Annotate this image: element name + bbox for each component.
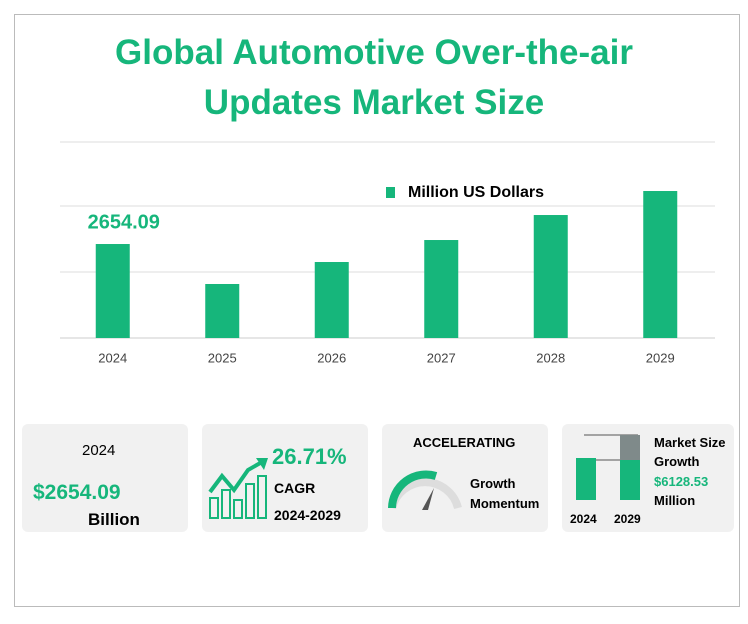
legend-label: Million US Dollars (408, 184, 544, 201)
growth-value: $6128.53 (654, 474, 709, 489)
bar (424, 240, 459, 338)
card-year: 2024 (82, 442, 116, 459)
status: ACCELERATING (413, 435, 516, 450)
mini-year: 2029 (614, 512, 641, 526)
mini-chart (576, 434, 640, 500)
x-tick-label: 2028 (536, 350, 565, 365)
cagr-label: CAGR (274, 480, 316, 496)
growth-unit: Million (654, 493, 696, 508)
legend-marker (386, 187, 395, 198)
bar (533, 215, 568, 338)
momentum-line: Momentum (470, 496, 540, 511)
growth-title: Growth (654, 454, 700, 469)
cagr-period: 2024-2029 (274, 507, 341, 523)
x-tick-label: 2024 (98, 350, 127, 365)
card: 26.71% CAGR 2024-2029 (202, 424, 368, 532)
bar (95, 244, 130, 338)
data-label: 2654.09 (88, 211, 160, 233)
x-tick-label: 2026 (317, 350, 346, 365)
card-value: $2654.09 (33, 481, 121, 504)
growth-icon (208, 458, 268, 519)
momentum-line: Growth (470, 476, 516, 491)
card: 2024 2029 Market Size Growth $6128.53 Mi… (562, 424, 734, 532)
card-unit: Billion (88, 510, 140, 529)
frame (14, 14, 740, 607)
bar (314, 262, 349, 338)
x-tick-label: 2025 (208, 350, 237, 365)
x-tick-label: 2029 (646, 350, 675, 365)
chart-title: Global Automotive Over-the-air Updates M… (115, 33, 633, 122)
card: 2024 $2654.09 Billion (22, 424, 188, 532)
x-tick-label: 2027 (427, 350, 456, 365)
cagr-value: 26.71% (272, 444, 347, 469)
chart: Million US Dollars 2024 2654.09 2025 2026 202… (60, 141, 715, 365)
bar (643, 191, 678, 338)
mini-year: 2024 (570, 512, 597, 526)
bar (205, 283, 240, 338)
card: ACCELERATING Growth Momentum (382, 424, 548, 532)
growth-title: Market Size (654, 435, 726, 450)
gauge (388, 470, 462, 510)
